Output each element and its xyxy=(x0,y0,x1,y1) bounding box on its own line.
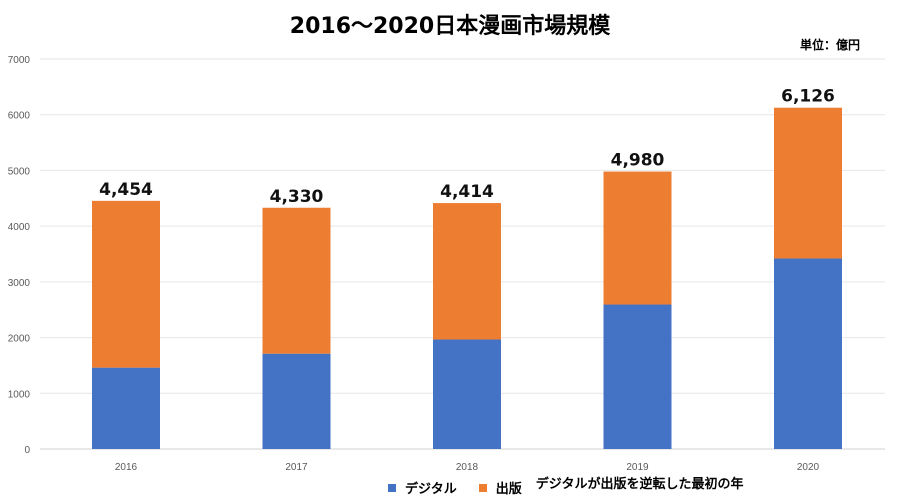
x-tick-label: 2019 xyxy=(626,462,649,473)
y-tick-label: 3000 xyxy=(8,278,31,289)
x-tick-label: 2020 xyxy=(797,462,820,473)
total-label: 4,454 xyxy=(99,180,153,200)
bar-digital-2018 xyxy=(433,339,501,449)
bar-digital-2017 xyxy=(262,353,331,449)
bar-digital-2019 xyxy=(603,304,672,449)
x-tick-label: 2017 xyxy=(285,462,308,473)
total-label: 4,414 xyxy=(440,182,494,202)
bar-print-2016 xyxy=(92,200,160,368)
y-tick-label: 0 xyxy=(24,445,30,456)
y-tick-label: 1000 xyxy=(8,389,31,400)
legend-item-print: 出版 xyxy=(478,478,522,497)
bar-print-2020 xyxy=(774,107,842,259)
bar-print-2019 xyxy=(603,171,672,305)
legend: デジタル 出版 デジタルが出版を逆転した最初の年 xyxy=(388,477,744,497)
y-tick-label: 4000 xyxy=(8,222,31,233)
total-label: 4,330 xyxy=(270,187,324,207)
y-tick-label: 5000 xyxy=(8,166,31,177)
legend-swatch-print xyxy=(478,483,487,492)
bar-digital-2020 xyxy=(774,258,842,449)
bar-digital-2016 xyxy=(92,367,160,449)
legend-item-digital: デジタル xyxy=(388,478,457,497)
x-tick-label: 2016 xyxy=(115,462,138,473)
legend-label-print: 出版 xyxy=(495,482,522,497)
total-label: 4,980 xyxy=(611,151,665,171)
legend-swatch-digital xyxy=(388,483,396,492)
chart-title: 2016～2020日本漫画市場規模 xyxy=(289,14,611,39)
annotation: デジタルが出版を逆転した最初の年 xyxy=(535,477,744,492)
total-label: 6,126 xyxy=(781,87,835,107)
unit-label: 単位：億円 xyxy=(799,38,860,52)
legend-label-digital: デジタル xyxy=(405,482,457,497)
x-tick-label: 2018 xyxy=(456,462,479,473)
y-tick-label: 7000 xyxy=(8,55,31,66)
bar-print-2018 xyxy=(433,203,501,340)
y-tick-label: 2000 xyxy=(8,334,31,345)
bar-print-2017 xyxy=(262,207,331,354)
y-tick-label: 6000 xyxy=(8,111,31,122)
